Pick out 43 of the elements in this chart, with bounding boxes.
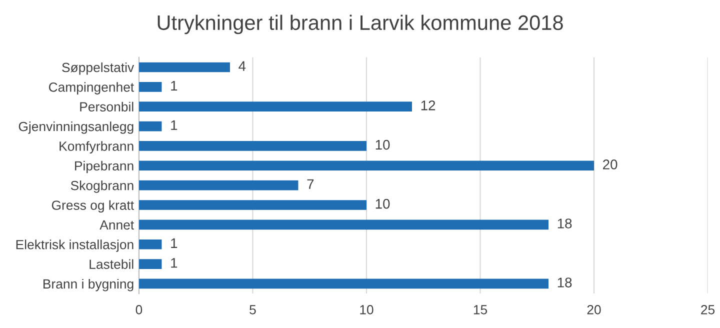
y-tick-label: Brann i bygning (43, 278, 134, 292)
y-tick-label: Annet (100, 220, 134, 230)
x-tick-label: 5 (250, 305, 256, 314)
y-tick-label: Søppelstativ (62, 62, 134, 75)
bar (138, 141, 366, 151)
x-tick-label: 10 (360, 305, 374, 314)
y-tick-label: Campingenhet (48, 82, 134, 94)
bar (138, 259, 162, 269)
data-label: 10 (376, 140, 390, 150)
bar (138, 62, 230, 72)
data-label: 10 (376, 198, 390, 209)
bar (138, 200, 366, 210)
bar (138, 220, 548, 230)
bar (138, 278, 548, 289)
data-label: 7 (307, 179, 314, 189)
y-tick-label: Gress og kratt (52, 200, 134, 213)
bar (138, 82, 162, 92)
data-label: 4 (238, 61, 246, 71)
data-label: 1 (171, 258, 178, 268)
data-label: 1 (171, 120, 178, 130)
data-label: 20 (603, 160, 618, 170)
bar (138, 102, 412, 112)
bar (138, 121, 162, 132)
x-tick-label: 0 (136, 305, 142, 314)
x-tick-label: 15 (474, 305, 488, 314)
y-tick-label: Komfyrbrann (60, 141, 134, 154)
data-label: 18 (558, 278, 572, 288)
bar (138, 239, 162, 250)
y-tick-label: Lastebil (90, 259, 134, 269)
data-label: 1 (171, 238, 178, 248)
x-tick-label: 25 (701, 305, 715, 314)
data-label: 12 (421, 100, 436, 110)
data-label: 18 (558, 218, 572, 228)
y-tick-label: Pipebrann (75, 160, 134, 174)
y-tick-label: Skogbrann (70, 180, 134, 193)
y-tick-label: Gjenvinningsanlegg (18, 122, 134, 134)
y-tick-label: Personbil (80, 102, 134, 112)
x-tick-label: 20 (587, 305, 601, 314)
bar (138, 180, 298, 190)
bar (138, 160, 594, 171)
chart-title: Utrykninger til brann i Larvik kommune 2018 (158, 14, 563, 34)
data-label: 1 (171, 80, 178, 91)
y-tick-label: Elektrisk installasjon (16, 240, 134, 252)
